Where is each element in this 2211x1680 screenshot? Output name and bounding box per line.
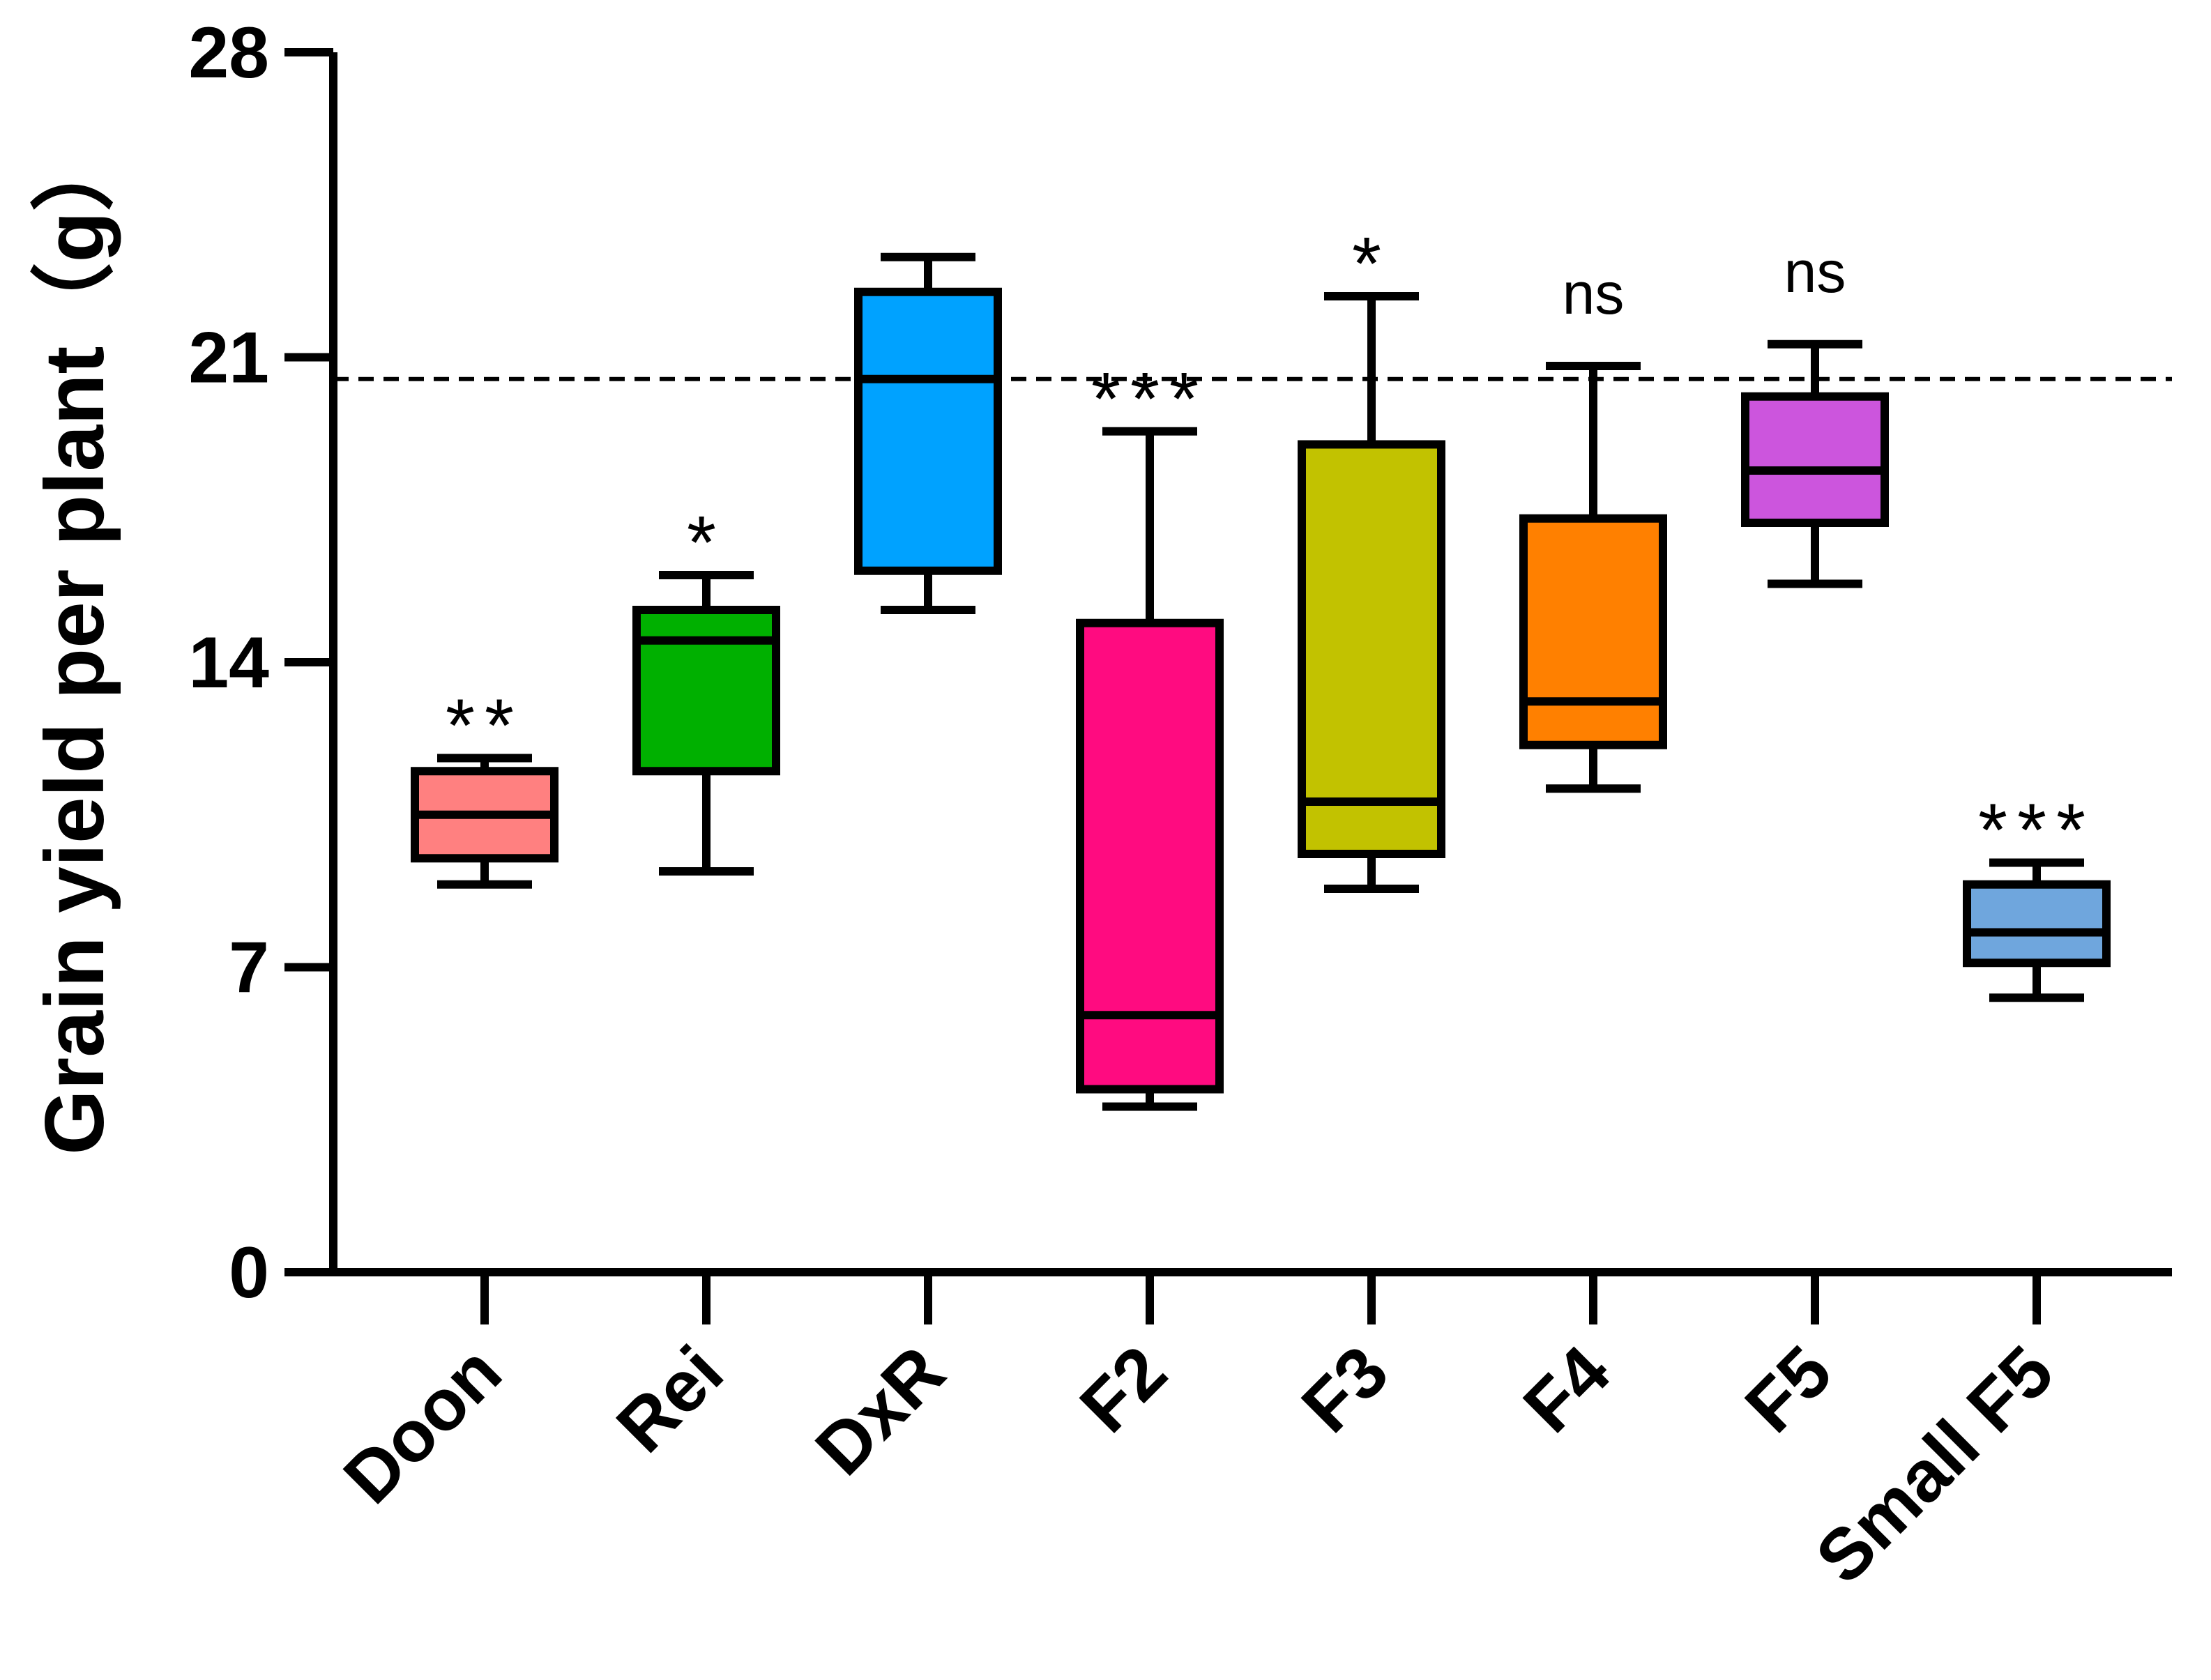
- box-group: [1519, 362, 1667, 793]
- box-group: [1963, 858, 2111, 1002]
- x-category-label: F5: [1730, 1331, 1847, 1448]
- y-tick-label: 21: [188, 318, 269, 399]
- x-category-label: F3: [1286, 1331, 1404, 1448]
- y-tick-label: 14: [188, 623, 269, 703]
- significance-label: ***: [1978, 788, 2095, 872]
- x-category-label: Small F5: [1801, 1331, 2069, 1598]
- box-rect: [1963, 880, 2111, 968]
- box-group: [1741, 339, 1889, 588]
- box-rect: [854, 287, 1002, 575]
- box-group: [854, 252, 1002, 614]
- box-group: [411, 754, 559, 889]
- box-group: [632, 571, 780, 876]
- x-category-label: Doon: [328, 1331, 517, 1519]
- y-tick-label: 28: [188, 13, 269, 93]
- box-group: [1298, 292, 1445, 893]
- significance-label: ns: [1563, 261, 1625, 326]
- significance-label: *: [1352, 221, 1391, 305]
- significance-label: ***: [1091, 356, 1208, 441]
- x-category-label: Rei: [602, 1331, 738, 1467]
- box-rect: [1298, 440, 1445, 858]
- x-category-label: F4: [1508, 1331, 1625, 1448]
- y-tick-label: 0: [229, 1232, 269, 1313]
- significance-label: ns: [1784, 239, 1846, 305]
- significance-label: *: [687, 500, 726, 584]
- x-category-label: DxR: [800, 1331, 960, 1490]
- box-rect: [1741, 392, 1889, 527]
- significance-label: **: [446, 683, 524, 768]
- y-tick-label: 7: [229, 928, 269, 1009]
- box-rect: [632, 606, 780, 776]
- y-axis-title: Grain yield per plant（g）: [28, 128, 121, 1155]
- box-rect: [1519, 514, 1667, 749]
- x-category-label: F2: [1065, 1331, 1182, 1448]
- box-group: [1076, 427, 1224, 1111]
